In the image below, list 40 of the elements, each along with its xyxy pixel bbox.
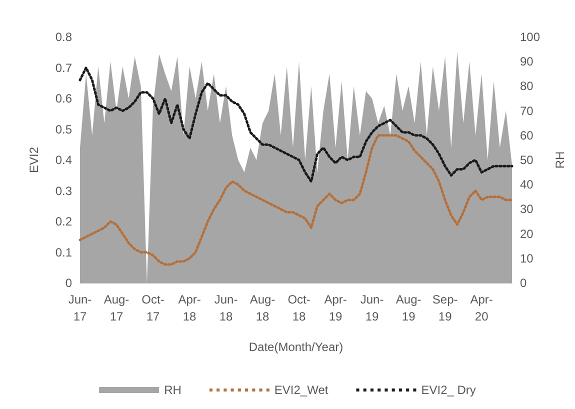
y2-tick-label: 40 — [520, 178, 534, 192]
y2-tick-label: 0 — [520, 276, 527, 290]
x-tick-label: Jun-17 — [68, 292, 92, 324]
y-tick-label: 0 — [65, 276, 72, 290]
y-axis-title: EVI2 — [27, 146, 41, 174]
y2-tick-label: 70 — [520, 104, 534, 118]
x-tick-label: Oct-17 — [142, 292, 164, 324]
x-tick-label: Jun-19 — [360, 292, 384, 324]
y2-tick-label: 90 — [520, 54, 534, 69]
legend-label: EVI2_ Dry — [421, 383, 476, 397]
y-tick-label: 0.8 — [55, 30, 72, 44]
x-tick-label: Jun-18 — [214, 292, 238, 324]
x-tick-label: Aug-19 — [396, 292, 422, 324]
x-tick-label: Apr-20 — [470, 292, 493, 324]
y-tick-label: 0.7 — [55, 60, 72, 75]
x-tick-label: Apr-18 — [178, 292, 201, 324]
x-tick-label: Aug-18 — [250, 292, 276, 324]
y2-tick-label: 30 — [520, 202, 534, 216]
legend-label: EVI2_Wet — [274, 383, 329, 397]
x-tick-label: Oct-18 — [288, 292, 310, 324]
legend-label: RH — [164, 383, 182, 397]
y2-tick-label: 60 — [520, 128, 534, 142]
y-tick-label: 0.1 — [55, 245, 72, 260]
y-tick-label: 0.3 — [55, 184, 72, 198]
x-tick-label: Aug-17 — [104, 292, 130, 324]
x-tick-label: Sep-19 — [432, 292, 458, 324]
y2-tick-label: 80 — [520, 79, 534, 94]
y2-tick-label: 10 — [520, 251, 534, 266]
y2-axis-title: RH — [553, 151, 567, 169]
y-tick-label: 0.6 — [55, 92, 72, 106]
x-axis-title: Date(Month/Year) — [248, 340, 344, 354]
y2-tick-label: 50 — [520, 153, 534, 167]
y2-tick-label: 20 — [520, 226, 534, 241]
y-tick-label: 0.5 — [55, 122, 72, 136]
y-tick-label: 0.4 — [55, 153, 72, 167]
y-tick-label: 0.2 — [55, 214, 72, 228]
line-series — [78, 66, 514, 183]
line-series — [78, 134, 514, 266]
y2-tick-label: 100 — [520, 30, 540, 44]
x-tick-label: Apr-19 — [324, 292, 347, 324]
